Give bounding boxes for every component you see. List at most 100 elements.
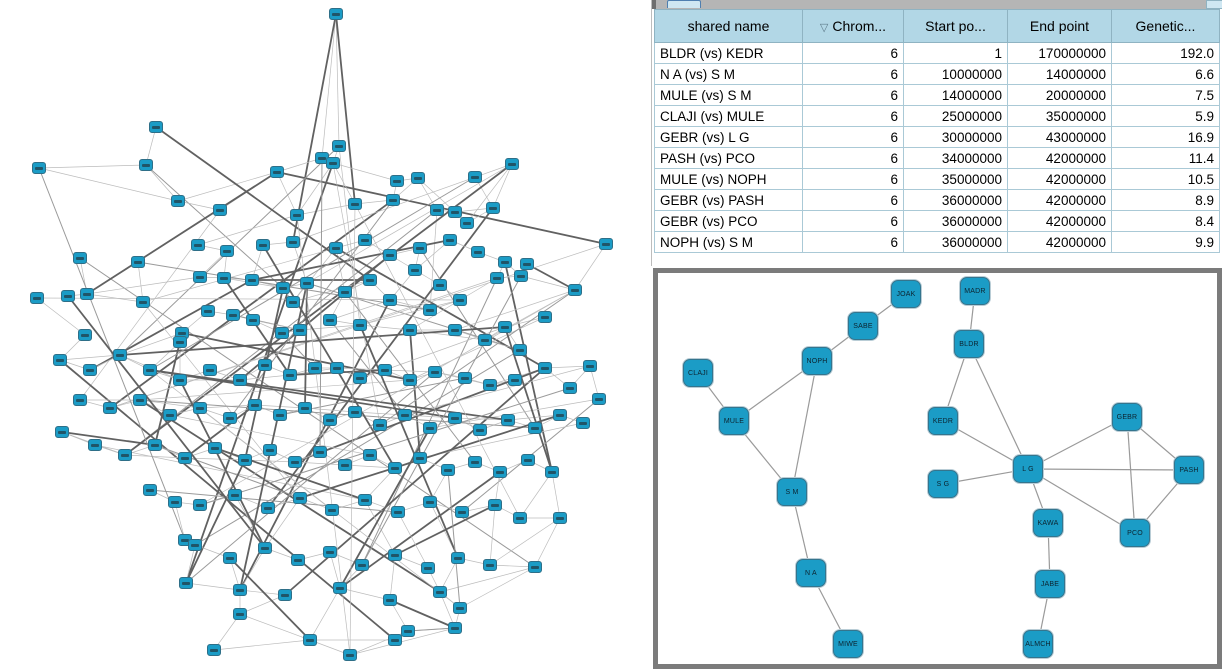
network-node[interactable] [288, 456, 302, 468]
network-edge[interactable] [199, 387, 571, 506]
table-cell[interactable]: 192.0 [1111, 42, 1220, 64]
network-edge[interactable] [321, 13, 337, 159]
network-node[interactable] [163, 409, 177, 421]
column-header-start-position[interactable]: Start po... [903, 9, 1008, 43]
network-edge[interactable] [1126, 416, 1136, 534]
network-node-l-g[interactable]: L G [1013, 455, 1043, 483]
table-cell[interactable]: GEBR (vs) L G [654, 126, 803, 148]
network-edge[interactable] [213, 639, 311, 651]
network-node[interactable] [528, 561, 542, 573]
network-node[interactable] [553, 512, 567, 524]
network-edge[interactable] [86, 293, 144, 303]
table-cell[interactable]: 30000000 [903, 126, 1008, 148]
network-node[interactable] [488, 499, 502, 511]
network-node[interactable] [220, 245, 234, 257]
network-node[interactable] [143, 484, 157, 496]
table-scrollbar-strip[interactable] [652, 0, 1222, 9]
network-edge[interactable] [429, 209, 438, 311]
network-node[interactable] [275, 327, 289, 339]
network-edge[interactable] [361, 275, 522, 566]
network-node[interactable] [363, 274, 377, 286]
network-edge[interactable] [61, 431, 156, 446]
network-node[interactable] [455, 506, 469, 518]
table-row[interactable]: GEBR (vs) PASH 6 36000000 42000000 8.9 [654, 189, 1220, 211]
network-node[interactable] [213, 204, 227, 216]
network-edge[interactable] [354, 411, 406, 416]
network-edge[interactable] [223, 277, 291, 376]
network-node[interactable] [501, 414, 515, 426]
network-node[interactable] [330, 362, 344, 374]
network-edge[interactable] [299, 414, 561, 499]
network-node[interactable] [545, 466, 559, 478]
network-edge[interactable] [1027, 416, 1128, 470]
network-node[interactable] [118, 449, 132, 461]
network-node[interactable] [423, 422, 437, 434]
network-node[interactable] [136, 296, 150, 308]
network-node[interactable] [498, 321, 512, 333]
table-cell[interactable]: 42000000 [1007, 147, 1112, 169]
network-node[interactable] [448, 324, 462, 336]
network-edge[interactable] [185, 459, 246, 584]
table-cell[interactable]: BLDR (vs) KEDR [654, 42, 803, 64]
network-edge[interactable] [504, 261, 553, 473]
network-node[interactable] [326, 157, 340, 169]
network-node[interactable] [538, 362, 552, 374]
network-node[interactable] [286, 296, 300, 308]
network-node[interactable] [388, 634, 402, 646]
network-node[interactable] [201, 305, 215, 317]
network-node[interactable] [358, 494, 372, 506]
network-node[interactable] [323, 314, 337, 326]
table-cell[interactable]: 35000000 [903, 168, 1008, 190]
network-edge[interactable] [124, 454, 186, 459]
network-node-n-a[interactable]: N A [796, 559, 826, 587]
table-cell[interactable]: 36000000 [903, 231, 1008, 253]
network-node-miwe[interactable]: MIWE [833, 630, 863, 658]
table-cell[interactable]: 6 [802, 231, 904, 253]
network-view-sub[interactable]: JOAK MADR SABE NOPH BLDR CLAJI MULE KEDR GEBR L G… [653, 268, 1222, 669]
network-edge[interactable] [520, 275, 576, 291]
network-node[interactable] [30, 292, 44, 304]
network-node[interactable] [286, 236, 300, 248]
table-cell[interactable]: CLAJI (vs) MULE [654, 105, 803, 127]
network-edge[interactable] [185, 582, 241, 591]
network-edge[interactable] [551, 471, 561, 519]
network-edge[interactable] [292, 13, 337, 243]
network-node[interactable] [203, 364, 217, 376]
network-edge[interactable] [407, 627, 456, 632]
network-node[interactable] [478, 334, 492, 346]
network-node[interactable] [270, 166, 284, 178]
network-node-bldr[interactable]: BLDR [954, 330, 984, 358]
network-node-claji[interactable]: CLAJI [683, 359, 713, 387]
network-node[interactable] [223, 552, 237, 564]
network-edge[interactable] [119, 332, 183, 356]
network-edge[interactable] [332, 162, 356, 205]
network-edge[interactable] [292, 247, 337, 303]
network-edge[interactable] [526, 263, 576, 291]
network-node-sabe[interactable]: SABE [848, 312, 878, 340]
network-edge[interactable] [137, 261, 144, 303]
network-edge[interactable] [309, 587, 341, 641]
network-edge[interactable] [239, 299, 391, 591]
network-edge[interactable] [38, 164, 147, 169]
network-node[interactable] [293, 492, 307, 504]
network-edge[interactable] [239, 594, 286, 615]
network-edge[interactable] [86, 276, 201, 295]
table-row[interactable]: MULE (vs) NOPH 6 35000000 42000000 10.5 [654, 168, 1220, 190]
table-cell[interactable]: 36000000 [903, 189, 1008, 211]
network-node[interactable] [441, 464, 455, 476]
network-edge[interactable] [349, 203, 356, 656]
network-node[interactable] [453, 294, 467, 306]
table-cell[interactable]: 1 [903, 42, 1008, 64]
network-node[interactable] [453, 602, 467, 614]
network-node[interactable] [353, 372, 367, 384]
network-node[interactable] [208, 442, 222, 454]
network-node[interactable] [233, 584, 247, 596]
network-edge[interactable] [361, 277, 498, 566]
network-edge[interactable] [404, 365, 591, 416]
network-node[interactable] [398, 409, 412, 421]
network-node[interactable] [355, 559, 369, 571]
network-node[interactable] [430, 204, 444, 216]
network-node[interactable] [568, 284, 582, 296]
network-edge[interactable] [185, 371, 436, 584]
network-node[interactable] [373, 419, 387, 431]
